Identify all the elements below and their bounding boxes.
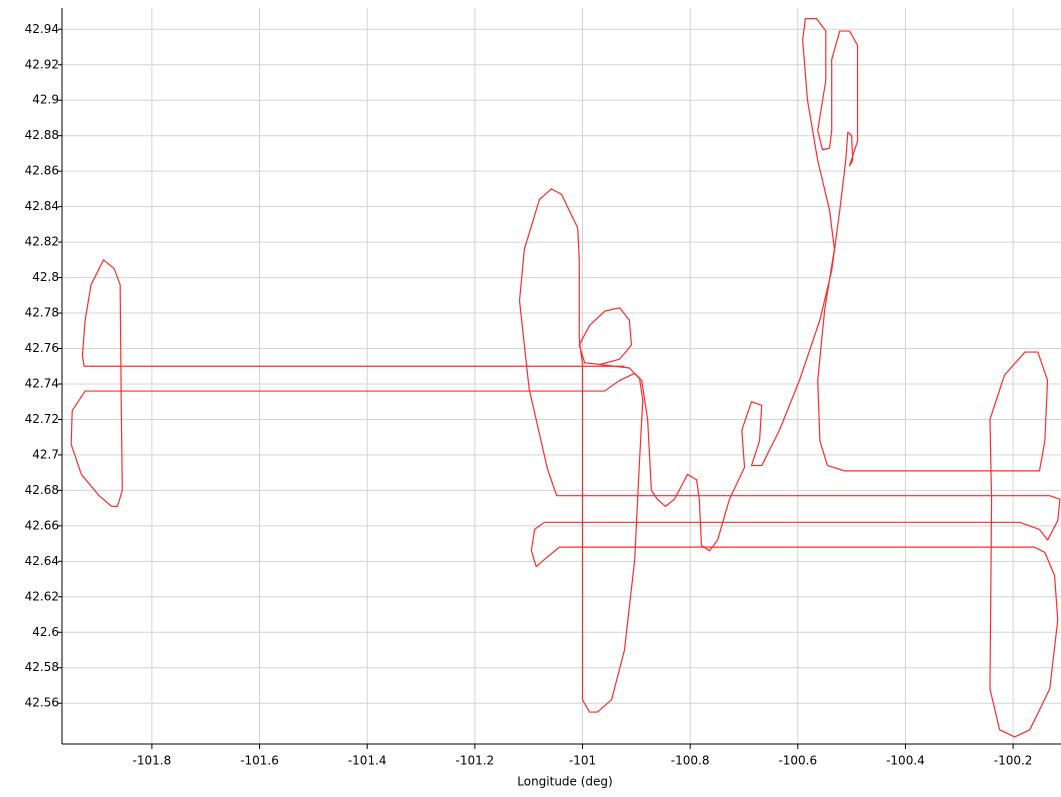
y-tick-label: 42.94: [25, 22, 59, 36]
y-tick-label: 42.78: [25, 306, 59, 320]
x-axis-label: Longitude (deg): [517, 775, 612, 789]
y-tick-label: 42.76: [25, 341, 59, 355]
x-tick-label: -100.4: [886, 754, 925, 768]
y-tick-label: 42.74: [25, 376, 59, 390]
y-tick-label: 42.62: [25, 589, 59, 603]
x-tick-label: -100.2: [994, 754, 1033, 768]
y-tick-label: 42.64: [25, 554, 59, 568]
x-tick-label: -101.6: [240, 754, 279, 768]
y-tick-label: 42.72: [25, 412, 59, 426]
track-line: [70, 18, 1061, 738]
plot-area: [62, 8, 1061, 744]
x-tick-label: -100.6: [778, 754, 817, 768]
x-tick-label: -101.2: [455, 754, 494, 768]
y-tick-label: 42.86: [25, 164, 59, 178]
marks: [70, 18, 1061, 738]
y-tick-label: 42.8: [32, 270, 59, 284]
x-tick-label: -100.8: [671, 754, 710, 768]
y-tick-label: 42.6: [32, 625, 59, 639]
y-tick-label: 42.7: [32, 447, 59, 461]
y-tick-label: 42.9: [32, 93, 59, 107]
y-tick-label: 42.84: [25, 199, 59, 213]
x-tick-label: -101: [569, 754, 596, 768]
x-tick-label: -101.8: [133, 754, 172, 768]
y-tick-label: 42.68: [25, 483, 59, 497]
y-tick-label: 42.88: [25, 128, 59, 142]
grid: [62, 8, 1061, 744]
y-tick-label: 42.58: [25, 660, 59, 674]
y-tick-label: 42.92: [25, 57, 59, 71]
y-tick-label: 42.82: [25, 235, 59, 249]
y-tick-label: 42.66: [25, 518, 59, 532]
y-tick-label: 42.56: [25, 696, 59, 710]
x-tick-label: -101.4: [348, 754, 387, 768]
